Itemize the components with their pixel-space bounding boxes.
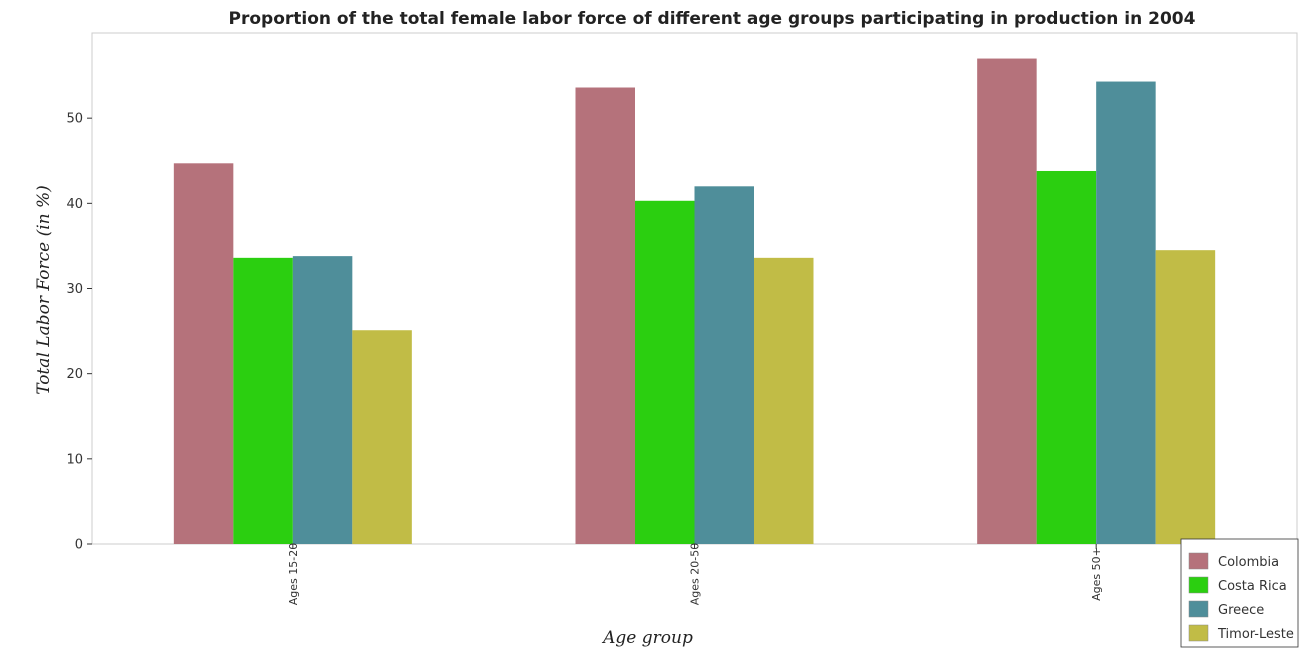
y-tick-label: 20: [66, 367, 83, 382]
bar-costa-rica-0: [233, 257, 293, 544]
bar-colombia-2: [977, 58, 1037, 545]
legend: Colombia Costa Rica Greece Timor-Leste: [1180, 538, 1299, 648]
y-tick-label: 50: [66, 112, 83, 127]
bar-greece-1: [694, 186, 754, 545]
bar-greece-0: [292, 256, 353, 544]
legend-swatch-costa-rica: [1188, 576, 1209, 594]
x-tick-label: Ages 50+: [1090, 547, 1103, 601]
bar-timor-leste-2: [1155, 250, 1216, 545]
y-tick-label: 10: [66, 452, 83, 467]
bar-colombia-0: [173, 163, 234, 544]
x-axis-label: Age group: [601, 628, 693, 648]
bar-costa-rica-2: [1036, 170, 1097, 544]
bar-costa-rica-1: [635, 200, 695, 545]
legend-swatch-timor-leste: [1188, 624, 1209, 642]
legend-label: Costa Rica: [1218, 579, 1287, 594]
legend-label: Timor-Leste: [1217, 627, 1294, 642]
legend-swatch-colombia: [1188, 552, 1209, 570]
chart-title: Proportion of the total female labor for…: [229, 9, 1196, 29]
y-axis-label: Total Labor Force (in %): [34, 185, 54, 395]
bar-timor-leste-0: [352, 330, 412, 544]
y-tick-label: 0: [75, 538, 83, 553]
x-tick-label: Ages 20-50: [689, 543, 702, 605]
legend-swatch-greece: [1188, 600, 1209, 618]
bar-timor-leste-1: [754, 257, 814, 544]
bar-greece-2: [1096, 81, 1156, 545]
y-tick-label: 40: [66, 197, 83, 212]
legend-label: Colombia: [1218, 555, 1279, 570]
x-tick-label: Ages 15-20: [287, 543, 300, 605]
legend-label: Greece: [1218, 603, 1264, 618]
plot-area: 0 10 20 30 40 50 Ages 15-20 Ages 20-50 Ages 50+: [66, 32, 1298, 605]
y-tick-label: 30: [66, 282, 83, 297]
bar-colombia-1: [575, 87, 635, 545]
